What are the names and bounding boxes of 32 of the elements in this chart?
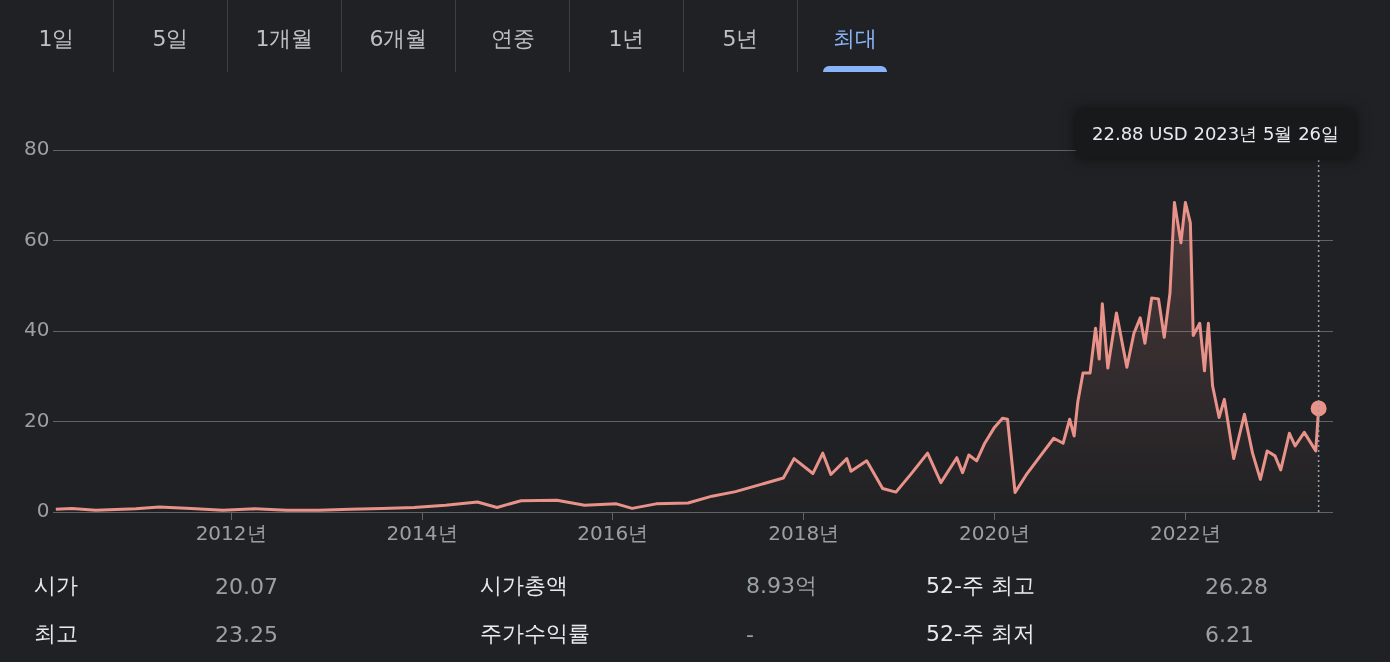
y-tick-label: 0 bbox=[36, 498, 50, 523]
text: 52-주 최고 bbox=[926, 572, 1035, 600]
text: 20.07 bbox=[215, 573, 278, 599]
text: 22.88 USD 2023년 5월 26일 bbox=[1076, 110, 1356, 158]
text: 26.28 bbox=[1205, 573, 1268, 599]
x-tick-label: 2012년 bbox=[195, 521, 267, 546]
text: 시가 bbox=[34, 572, 78, 600]
y-tick-label: 20 bbox=[24, 407, 50, 432]
x-tick-label: 2020년 bbox=[958, 521, 1030, 546]
text: 최고 bbox=[34, 620, 78, 648]
text: - bbox=[746, 621, 754, 647]
x-tick-label: 2022년 bbox=[1149, 521, 1221, 546]
y-tick-label: 80 bbox=[24, 136, 50, 161]
text: 6.21 bbox=[1205, 621, 1254, 647]
text: 최대 bbox=[798, 0, 912, 72]
text: 연중 bbox=[456, 0, 570, 72]
text: 1개월 bbox=[228, 0, 342, 72]
x-tick-label: 2016년 bbox=[577, 521, 649, 546]
text: 5일 bbox=[114, 0, 228, 72]
y-tick-label: 60 bbox=[24, 226, 50, 251]
y-tick-label: 40 bbox=[24, 317, 50, 342]
text: 23.25 bbox=[215, 621, 278, 647]
text: 1일 bbox=[0, 0, 114, 72]
text: 8.93억 bbox=[746, 572, 817, 600]
text: 52-주 최저 bbox=[926, 620, 1035, 648]
text: 시가총액 bbox=[480, 572, 568, 600]
text: 5년 bbox=[684, 0, 798, 72]
x-tick-label: 2018년 bbox=[768, 521, 840, 546]
x-tick-label: 2014년 bbox=[386, 521, 458, 546]
text: 1년 bbox=[570, 0, 684, 72]
text: 6개월 bbox=[342, 0, 456, 72]
text: 주가수익률 bbox=[480, 620, 590, 648]
